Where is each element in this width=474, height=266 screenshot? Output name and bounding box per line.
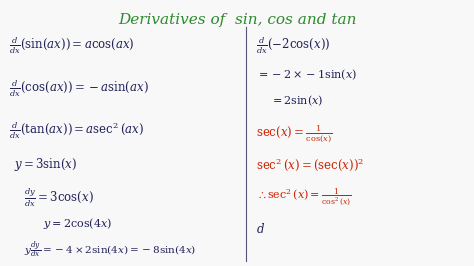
Text: $y = 3\sin(x)$: $y = 3\sin(x)$ <box>14 156 77 173</box>
Text: $= 2\sin(x)$: $= 2\sin(x)$ <box>270 94 323 108</box>
Text: $\sec(x) = \frac{1}{\cos(x)}$: $\sec(x) = \frac{1}{\cos(x)}$ <box>256 122 332 144</box>
Text: $d$: $d$ <box>256 222 265 236</box>
Text: $y\frac{dy}{dx} = -4 \times 2\sin(4x) = -8\sin(4x)$: $y\frac{dy}{dx} = -4 \times 2\sin(4x) = … <box>24 240 196 260</box>
Text: $\therefore \sec^2(x) = \frac{1}{\cos^2(x)}$: $\therefore \sec^2(x) = \frac{1}{\cos^2(… <box>256 186 352 208</box>
Text: $\frac{d}{dx}(\cos(ax)) = -a\sin(ax)$: $\frac{d}{dx}(\cos(ax)) = -a\sin(ax)$ <box>9 77 149 99</box>
Text: $\frac{d}{dx}(-2\cos(x))$: $\frac{d}{dx}(-2\cos(x))$ <box>256 34 330 56</box>
Text: $= -2 \times -1\sin(x)$: $= -2 \times -1\sin(x)$ <box>256 67 357 82</box>
Text: $\frac{d}{dx}(\tan(ax)) = a\sec^2(ax)$: $\frac{d}{dx}(\tan(ax)) = a\sec^2(ax)$ <box>9 119 145 141</box>
Text: $y = 2\cos(4x)$: $y = 2\cos(4x)$ <box>43 216 112 231</box>
Text: $\sec^2(x) = (\sec(x))^2$: $\sec^2(x) = (\sec(x))^2$ <box>256 156 365 173</box>
Text: Derivatives of  sin, cos and tan: Derivatives of sin, cos and tan <box>118 13 356 27</box>
Text: $\frac{d}{dx}(\sin(ax)) = a\cos(ax)$: $\frac{d}{dx}(\sin(ax)) = a\cos(ax)$ <box>9 34 135 56</box>
Text: $\frac{dy}{dx} = 3\cos(x)$: $\frac{dy}{dx} = 3\cos(x)$ <box>24 185 93 209</box>
